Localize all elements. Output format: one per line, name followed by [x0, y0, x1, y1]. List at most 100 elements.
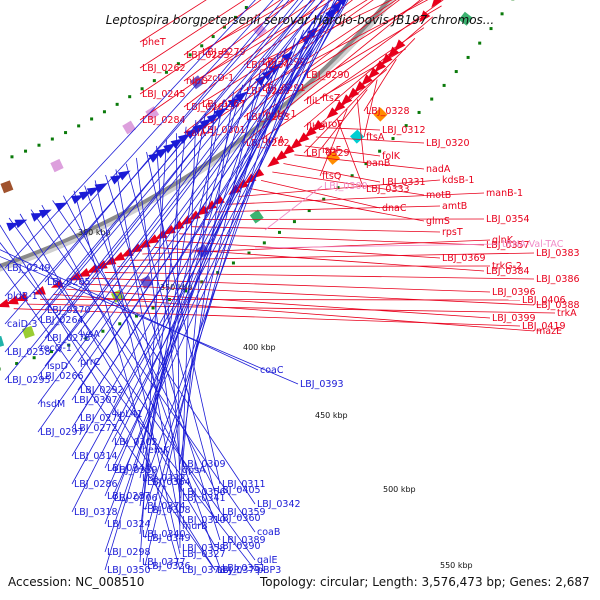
gene-label: LBJ_0406	[522, 295, 566, 306]
label-leader-line	[71, 0, 338, 485]
gene-label: folK	[382, 151, 401, 162]
gene-label: nlpD	[186, 76, 208, 87]
tick-dot	[118, 322, 122, 326]
reverse-gene-arrow	[14, 219, 28, 229]
label-leader-line	[243, 0, 343, 66]
forward-gene-arrow	[86, 264, 100, 274]
reverse-gene-arrow	[234, 91, 247, 103]
label-leader-line	[183, 0, 295, 82]
tick-dot	[101, 329, 105, 333]
reverse-gene-arrow	[30, 213, 44, 222]
tick-dot	[151, 306, 155, 310]
cog-block	[249, 209, 264, 224]
gene-label: fliL	[306, 96, 321, 107]
gene-label: LBJ_0298	[107, 547, 151, 558]
cog-block	[145, 106, 160, 121]
tick-dot	[15, 362, 19, 366]
label-leader-line	[294, 154, 425, 170]
gene-label: LBJ_0384	[486, 266, 530, 277]
tick-dot	[262, 241, 266, 245]
forward-gene-arrow	[347, 87, 360, 100]
label-leader-line	[104, 272, 535, 280]
forward-gene-arrow	[297, 132, 310, 144]
label-leader-line	[179, 120, 197, 521]
kbp-tick-label: 400 kbp	[243, 343, 276, 352]
gene-label: LBJ_0272	[74, 423, 118, 434]
gene-label: LBJ_0291	[262, 83, 306, 94]
map-title: Leptospira borgpetersenii serovar Hardjo…	[106, 13, 495, 27]
label-leader-line	[13, 308, 521, 327]
label-leader-line	[260, 179, 381, 209]
label-leader-line	[315, 136, 425, 144]
gene-label: trkA	[557, 308, 577, 319]
gene-label: czcD-1	[202, 73, 234, 84]
forward-gene-arrow	[282, 144, 295, 156]
gene-label: LBJ_0310	[182, 515, 226, 526]
label-leader-line	[8, 217, 256, 561]
gene-label: LBJ_0378	[182, 565, 226, 576]
tick-dot	[90, 117, 94, 121]
kbp-tick-label: 500 kbp	[383, 485, 416, 494]
gene-label: LBJ_0419	[522, 321, 566, 332]
label-leader-line	[111, 0, 347, 443]
label-leader-line	[0, 224, 216, 571]
gene-label: LBJ_0405	[217, 485, 261, 496]
label-leader-line	[146, 151, 221, 485]
label-leader-line	[259, 5, 442, 115]
label-leader-line	[71, 0, 344, 429]
tick-dot	[466, 55, 470, 59]
gene-label: LBJ_0312	[382, 125, 426, 136]
gene-label: LBJ_0254	[246, 60, 290, 71]
forward-gene-arrow	[374, 60, 387, 73]
tick-dot	[134, 314, 138, 318]
gene-label: LBJ_0311	[222, 479, 266, 490]
label-leader-line	[79, 283, 535, 306]
tick-dot	[128, 95, 132, 99]
gene-label: hsdM	[40, 399, 65, 410]
gene-label: lipL41	[114, 409, 143, 420]
gene-label: dnaC	[382, 203, 407, 214]
tick-dot	[231, 261, 235, 265]
tick-dot	[188, 53, 192, 57]
reverse-gene-arrow	[86, 187, 100, 197]
label-leader-line	[303, 38, 416, 154]
label-leader-line	[319, 48, 406, 99]
reverse-gene-arrow	[117, 170, 131, 181]
reverse-gene-arrow	[227, 97, 241, 109]
gene-label: LBJ_0389	[222, 535, 266, 546]
cog-block	[0, 335, 5, 349]
forward-gene-arrow	[103, 255, 117, 266]
tick-dot	[292, 220, 296, 224]
tick-dot	[50, 137, 54, 141]
tick-dot	[364, 162, 368, 166]
cog-block	[458, 11, 473, 26]
tick-dot	[77, 124, 81, 128]
gene-label: trkG-2	[492, 261, 522, 272]
gene-label: LBJ_0326	[147, 561, 191, 572]
backbone-shadow	[0, 0, 396, 272]
label-leader-line	[4, 0, 290, 325]
rna-label: LBJ_0300	[324, 181, 368, 192]
label-leader-line	[226, 192, 485, 205]
tick-dot	[184, 289, 188, 293]
label-leader-line	[44, 0, 323, 367]
gene-label: LBJ_0344	[107, 463, 151, 474]
label-leader-line	[156, 145, 181, 471]
gene-label: LBJ_0290	[306, 70, 350, 81]
label-leader-line	[40, 298, 521, 301]
tick-dot	[500, 12, 504, 16]
tick-dot	[350, 174, 354, 178]
reverse-gene-arrow	[206, 113, 220, 124]
gene-label: pheT	[142, 37, 166, 48]
forward-gene-arrow	[251, 167, 265, 179]
tick-dot	[84, 336, 88, 340]
tick-dot	[152, 79, 156, 83]
gene-label: caiD-3	[7, 319, 37, 330]
rna-leader-line	[264, 185, 323, 231]
gene-label: LBJ_0324	[107, 519, 151, 530]
label-leader-line	[183, 0, 262, 56]
gene-label: LBJ_0318	[74, 507, 118, 518]
gene-label: ftsA	[366, 132, 385, 143]
gene-label: glmS	[426, 216, 450, 227]
reverse-gene-arrow	[38, 209, 52, 219]
